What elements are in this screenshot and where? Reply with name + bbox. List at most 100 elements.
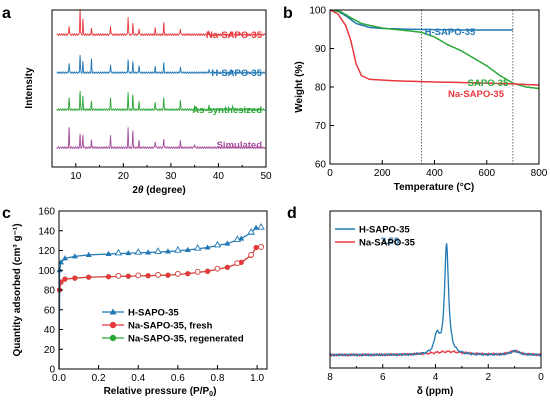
panel-b-xtick-label: 0 [327, 168, 333, 179]
legend-marker-na-regenerated [109, 334, 117, 342]
panel-c-ytick-label: 160 [38, 207, 55, 218]
isotherm-desorption-point-h-sapo-35 [193, 244, 202, 251]
panel-c-legend: H-SAPO-35 Na-SAPO-35, fresh Na-SAPO-35, … [102, 308, 244, 345]
panel-d-xtick-label: 6 [380, 372, 386, 383]
isotherm-point-na-sapo-35-fresh [145, 273, 151, 279]
panel-c-xlabel: Relative pressure (P/P0) [104, 386, 217, 398]
isotherm-point-na-sapo-35-fresh [125, 273, 131, 279]
panel-b-ytick-label: 80 [315, 83, 327, 94]
panel-b-ytick-label: 70 [315, 121, 327, 132]
panel-c-ytick-label: 0 [49, 365, 55, 376]
panel-c-ylabel: Quantity adsorbed (cm³ g⁻¹) [12, 223, 23, 356]
panel-b-xtick-label: 200 [374, 168, 391, 179]
isotherm-desorption-point-na-sapo-35-fresh [214, 265, 221, 272]
legend-label-na-fresh: Na-SAPO-35, fresh [128, 321, 213, 332]
legend-marker-na-fresh [109, 321, 117, 329]
isotherm-desorption-point-h-sapo-35 [174, 246, 182, 253]
nmr-spectrum-h-sapo-35 [329, 243, 542, 357]
panel-c-ytick-label: 80 [44, 286, 56, 297]
panel-c-xtick-label: 0.6 [171, 373, 185, 384]
isotherm-point-h-sapo-35 [85, 251, 92, 257]
isotherm-desorption-point-na-sapo-35-fresh [135, 272, 142, 279]
panel-c-xlabel-end: ) [213, 386, 216, 397]
panel-b: 0 200 400 600 800 60 70 80 90 100 H-SAPO-35 SAPO-… [294, 6, 548, 194]
panel-a-xlabel: 2θ (degree) [132, 185, 185, 196]
isotherm-desorption-point-na-sapo-35-fresh [115, 272, 122, 279]
isotherm-point-na-sapo-35-fresh [253, 244, 259, 251]
panel-c-ytick-label: 100 [38, 266, 55, 277]
panel-letter-d: d [287, 205, 297, 222]
isotherm-desorption-point-h-sapo-35 [154, 247, 162, 254]
panel-b-xtick-label: 800 [531, 168, 548, 179]
panel-a-ylabel: Intensity [24, 67, 35, 109]
panel-b-xlabel: Temperature (°C) [394, 182, 475, 193]
panel-b-label-na-sapo-35: Na-SAPO-35 [448, 89, 505, 100]
panel-c-ytick-label: 20 [44, 345, 56, 356]
isotherm-desorption-point-na-sapo-35-fresh [155, 271, 161, 278]
panel-b-label-sapo-35: SAPO-35 [468, 78, 509, 89]
xrd-label-simulated: Simulated [217, 140, 263, 151]
panel-b-label-h-sapo-35: H-SAPO-35 [425, 27, 476, 38]
panel-c-ytick-label: 60 [44, 305, 56, 316]
isotherm-point-na-sapo-35-fresh [204, 268, 211, 274]
isotherm-point-h-sapo-35 [224, 240, 231, 246]
panel-c-xtick-label: 1.0 [250, 373, 264, 384]
panel-d-xlabel: δ (ppm) [417, 386, 454, 397]
panel-b-ytick-label: 60 [315, 160, 327, 171]
isotherm-point-na-sapo-35-fresh [165, 272, 171, 278]
legend-label-d-na-sapo-35: Na-SAPO-35 [359, 238, 416, 249]
panel-c-xtick-label: 0.2 [92, 373, 106, 384]
xrd-pattern-h-sapo-35 [56, 54, 266, 75]
legend-label-na-regenerated: Na-SAPO-35, regenerated [128, 334, 244, 345]
isotherm-point-na-sapo-35-fresh [105, 274, 112, 280]
isotherm-point-h-sapo-35 [56, 267, 63, 273]
isotherm-point-na-sapo-35-fresh [185, 271, 191, 277]
isotherm-desorption-point-na-sapo-35-fresh [234, 260, 241, 267]
isotherm-desorption-point-na-sapo-35-fresh [258, 244, 264, 250]
panel-a-xtick-label: 20 [118, 171, 130, 182]
panel-c-xlabel-main: Relative pressure (P/P [104, 386, 210, 397]
isotherm-point-h-sapo-35 [238, 235, 245, 241]
panel-d-legend: H-SAPO-35 Na-SAPO-35 [335, 225, 416, 249]
panel-a-xtick-label: 40 [213, 171, 225, 182]
isotherm-point-h-sapo-35 [125, 249, 132, 256]
isotherm-point-na-sapo-35-fresh [224, 264, 230, 270]
isotherm-desorption-point-h-sapo-35 [213, 240, 222, 248]
legend-label-d-h-sapo-35: H-SAPO-35 [359, 225, 410, 236]
panel-b-xtick-label: 600 [478, 168, 495, 179]
tga-curve-sapo-35 [329, 9, 540, 90]
panel-c: 0.0 0.2 0.4 0.6 0.8 1.0020406080100120140160 … [12, 207, 268, 398]
isotherm-desorption-point-h-sapo-35 [257, 223, 265, 230]
panel-c-frame [58, 210, 268, 370]
isotherm-desorption-point-h-sapo-35 [247, 228, 255, 235]
isotherm-point-h-sapo-35 [61, 255, 68, 261]
xrd-label-as-synthesized: As-synthesized [192, 105, 262, 116]
panel-b-xtick-label: 400 [426, 168, 443, 179]
panel-a: Na-SAPO-35 H-SAPO-35 As-synthesized Simulat… [24, 9, 272, 196]
isotherm-desorption-point-na-sapo-35-fresh [175, 271, 181, 277]
panel-c-ytick-label: 140 [38, 226, 55, 237]
tga-curve-na-sapo-35 [329, 9, 540, 86]
isotherm-desorption-point-na-sapo-35-fresh [248, 251, 255, 258]
xrd-label-h-sapo-35: H-SAPO-35 [211, 68, 262, 79]
panel-c-xtick-label: 0.8 [211, 373, 225, 384]
nmr-spectrum-na-sapo-35 [329, 349, 542, 357]
panel-letter-b: b [283, 5, 293, 22]
isotherm-desorption-point-h-sapo-35 [114, 248, 123, 256]
panel-c-ytick-label: 120 [38, 246, 55, 257]
isotherm-point-h-sapo-35 [204, 244, 211, 250]
panel-a-xtick-label: 50 [260, 171, 272, 182]
isotherm-desorption-point-h-sapo-35 [134, 248, 143, 255]
isotherm-point-h-sapo-35 [253, 224, 260, 230]
panel-a-frame [51, 9, 267, 168]
panel-d-xtick-label: 8 [327, 372, 333, 383]
isotherm-desorption-point-na-sapo-35-fresh [194, 269, 201, 275]
isotherm-point-h-sapo-35 [184, 246, 191, 253]
xrd-label-na-sapo-35: Na-SAPO-35 [206, 30, 263, 41]
legend-marker-h-sapo-35 [109, 308, 117, 315]
panel-c-ytick-label: 40 [44, 325, 56, 336]
panel-b-ylabel: Weight (%) [294, 61, 305, 112]
xrd-pattern-simulated [56, 127, 266, 150]
isotherm-point-na-sapo-35-fresh [86, 274, 92, 280]
